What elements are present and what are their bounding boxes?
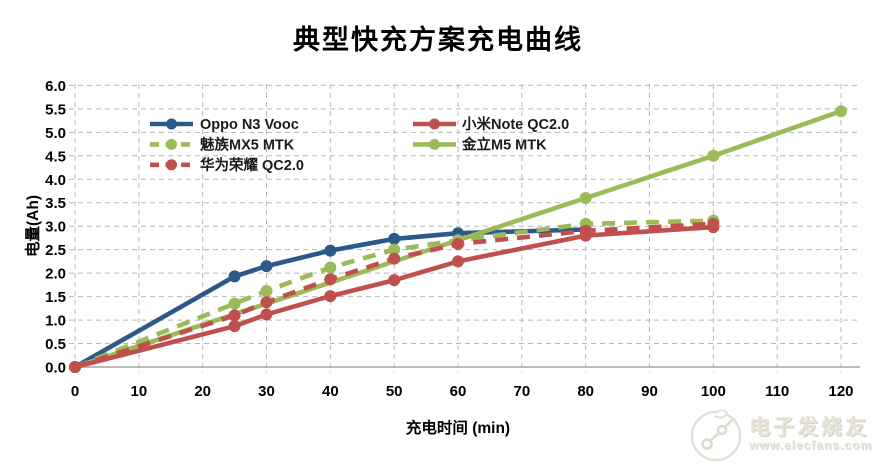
- x-tick-label: 70: [513, 383, 530, 400]
- legend-label: 华为荣耀 QC2.0: [200, 156, 304, 174]
- data-point-marker: [388, 243, 401, 256]
- watermark-url: www.elecfans.com: [749, 437, 872, 452]
- data-point-marker: [579, 229, 592, 242]
- legend-marker: [166, 159, 177, 171]
- legend-marker: [429, 118, 440, 130]
- x-tick-label: 110: [765, 383, 789, 400]
- x-tick-label: 40: [322, 383, 339, 400]
- y-tick-label: 0.0: [45, 360, 66, 377]
- y-tick-label: 1.0: [45, 313, 66, 330]
- data-point-marker: [69, 361, 81, 373]
- x-tick-label: 100: [701, 383, 726, 400]
- data-point-marker: [707, 149, 720, 162]
- data-point-marker: [228, 309, 241, 322]
- legend-label: 魅族MX5 MTK: [200, 135, 295, 153]
- data-point-marker: [324, 273, 337, 286]
- y-tick-label: 6.0: [45, 78, 66, 95]
- data-point-marker: [260, 308, 273, 321]
- data-point-marker: [388, 252, 401, 265]
- x-tick-label: 10: [130, 383, 147, 400]
- elecfans-logo-icon: [690, 409, 742, 462]
- y-tick-label: 5.5: [45, 101, 66, 118]
- x-tick-label: 90: [641, 383, 658, 400]
- y-tick-label: 3.5: [45, 195, 66, 212]
- data-point-marker: [835, 105, 847, 118]
- y-tick-label: 2.0: [45, 266, 66, 283]
- data-point-marker: [260, 260, 273, 273]
- x-tick-label: 80: [577, 383, 594, 400]
- y-tick-label: 2.5: [45, 242, 66, 259]
- x-tick-label: 0: [71, 383, 79, 400]
- series-line: [74, 221, 714, 370]
- x-tick-label: 60: [450, 383, 467, 400]
- legend-label: 金立M5 MTK: [461, 135, 547, 153]
- legend-label: Oppo N3 Vooc: [200, 117, 299, 133]
- data-point-marker: [260, 296, 273, 309]
- data-point-marker: [324, 261, 337, 274]
- legend-marker: [166, 118, 177, 130]
- x-tick-label: 20: [194, 383, 211, 400]
- watermark-brand: 电子发烧友: [749, 415, 870, 439]
- x-axis-title: 充电时间 (min): [406, 418, 510, 437]
- data-point-marker: [228, 320, 241, 333]
- data-point-marker: [707, 221, 720, 234]
- legend-marker: [166, 138, 177, 150]
- data-point-marker: [388, 274, 401, 287]
- y-tick-label: 1.5: [45, 289, 66, 306]
- data-point-marker: [228, 270, 241, 283]
- data-point-marker: [452, 238, 464, 251]
- x-tick-label: 50: [386, 383, 403, 400]
- legend-label: 小米Note QC2.0: [462, 115, 569, 133]
- y-tick-label: 0.5: [45, 336, 66, 353]
- data-point-marker: [388, 232, 401, 245]
- x-tick-label: 120: [828, 383, 853, 400]
- y-axis-title: 电量(Ah): [23, 195, 42, 257]
- y-tick-label: 3.0: [45, 219, 66, 236]
- y-tick-label: 4.0: [45, 172, 66, 189]
- y-tick-label: 5.0: [45, 125, 66, 142]
- watermark: 电子发烧友 www.elecfans.com: [688, 405, 872, 463]
- data-point-marker: [260, 284, 273, 297]
- data-point-marker: [228, 297, 241, 310]
- y-tick-label: 4.5: [45, 148, 66, 165]
- data-point-marker: [579, 192, 592, 205]
- legend-marker: [429, 138, 440, 150]
- x-tick-label: 30: [258, 383, 275, 400]
- data-point-marker: [324, 290, 337, 303]
- data-point-marker: [324, 244, 337, 257]
- chart-title: 典型快充方案充电曲线: [293, 25, 583, 55]
- data-point-marker: [452, 255, 464, 268]
